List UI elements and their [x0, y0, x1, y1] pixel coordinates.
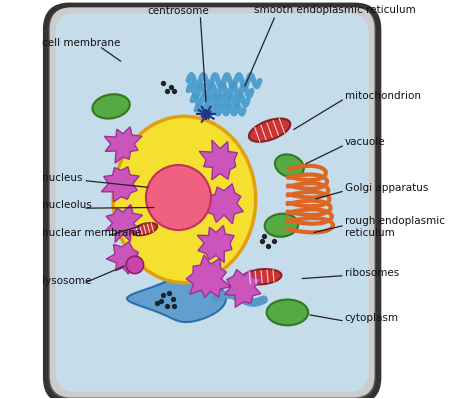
Ellipse shape: [113, 116, 256, 283]
Polygon shape: [105, 127, 142, 163]
Ellipse shape: [267, 300, 308, 325]
Polygon shape: [204, 184, 244, 224]
Ellipse shape: [265, 214, 298, 237]
Text: mitochondrion: mitochondrion: [345, 91, 421, 101]
Polygon shape: [186, 255, 231, 298]
Ellipse shape: [92, 94, 130, 119]
Ellipse shape: [249, 119, 290, 142]
Text: cell membrane: cell membrane: [42, 38, 120, 48]
Text: lysosome: lysosome: [42, 276, 91, 286]
Polygon shape: [199, 140, 237, 180]
Ellipse shape: [132, 223, 158, 235]
Polygon shape: [106, 205, 142, 243]
Text: nucleolus: nucleolus: [42, 200, 92, 210]
Text: smooth endoplasmic reticulum: smooth endoplasmic reticulum: [254, 5, 415, 15]
Polygon shape: [197, 225, 234, 263]
Text: nuclear membrane: nuclear membrane: [42, 228, 141, 238]
Text: vacuole: vacuole: [345, 137, 385, 147]
Polygon shape: [127, 275, 226, 322]
Text: cytoplasm: cytoplasm: [345, 313, 399, 323]
Polygon shape: [225, 269, 262, 307]
FancyBboxPatch shape: [46, 5, 378, 399]
Circle shape: [126, 256, 144, 274]
Text: nucleus: nucleus: [42, 173, 82, 183]
Text: Golgi apparatus: Golgi apparatus: [345, 183, 428, 193]
Circle shape: [146, 165, 211, 230]
Ellipse shape: [275, 154, 304, 177]
FancyBboxPatch shape: [50, 7, 375, 398]
Polygon shape: [106, 241, 139, 274]
Polygon shape: [101, 167, 139, 202]
FancyBboxPatch shape: [56, 13, 368, 392]
Text: centrosome: centrosome: [148, 6, 210, 16]
Text: rough endoplasmic
reticulum: rough endoplasmic reticulum: [345, 216, 445, 238]
Ellipse shape: [242, 269, 281, 284]
Text: ribosomes: ribosomes: [345, 268, 399, 278]
